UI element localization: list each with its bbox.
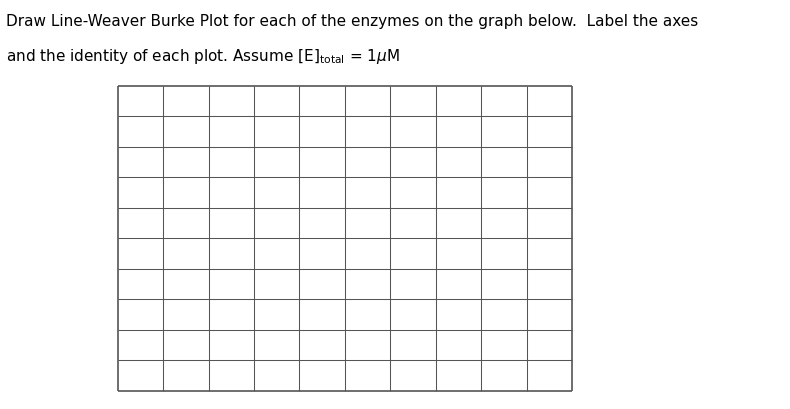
Text: Draw Line-Weaver Burke Plot for each of the enzymes on the graph below.  Label t: Draw Line-Weaver Burke Plot for each of … <box>6 14 698 29</box>
Text: and the identity of each plot. Assume $[\mathrm{E}]_{\mathrm{total}}$ = 1$\mu$M: and the identity of each plot. Assume $[… <box>6 47 400 66</box>
